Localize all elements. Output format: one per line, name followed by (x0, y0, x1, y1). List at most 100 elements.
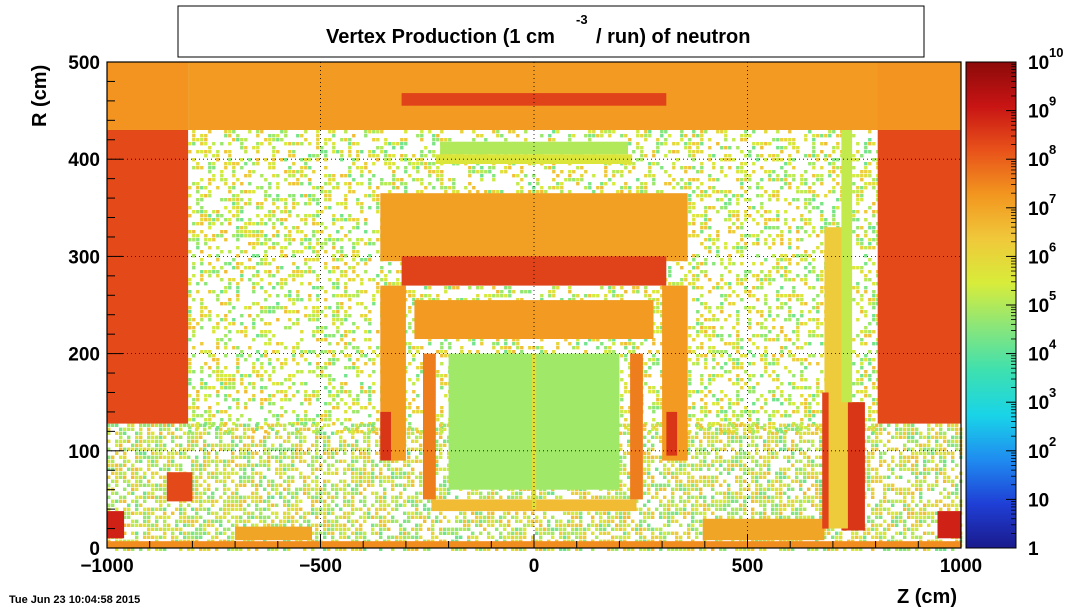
speckle-cell (752, 262, 756, 266)
speckle-cell (188, 194, 192, 198)
speckle-cell (828, 134, 832, 138)
speckle-cell (868, 362, 872, 366)
speckle-cell (376, 210, 380, 214)
speckle-cell (740, 238, 744, 242)
speckle-cell (256, 254, 260, 258)
speckle-cell (376, 146, 380, 150)
speckle-cell (216, 270, 220, 274)
speckle-cell (240, 230, 244, 234)
speckle-cell (376, 418, 380, 422)
speckle-cell (692, 350, 696, 354)
speckle-cell (800, 254, 804, 258)
speckle-cell (280, 278, 284, 282)
speckle-cell (596, 186, 600, 190)
speckle-cell (552, 350, 556, 354)
speckle-cell (772, 410, 776, 414)
speckle-cell (828, 130, 832, 134)
speckle-cell (788, 394, 792, 398)
speckle-cell (496, 342, 500, 346)
speckle-cell (288, 242, 292, 246)
speckle-cell (708, 158, 712, 162)
speckle-cell (236, 266, 240, 270)
speckle-cell (228, 250, 232, 254)
speckle-cell (604, 294, 608, 298)
speckle-cell (412, 358, 416, 362)
speckle-cell (736, 166, 740, 170)
speckle-cell (816, 178, 820, 182)
speckle-cell (804, 278, 808, 282)
speckle-cell (696, 214, 700, 218)
speckle-cell (736, 282, 740, 286)
speckle-cell (756, 186, 760, 190)
speckle-cell (428, 294, 432, 298)
speckle-cell (756, 254, 760, 258)
speckle-cell (328, 394, 332, 398)
speckle-cell (212, 358, 216, 362)
speckle-cell (404, 190, 408, 194)
speckle-cell (468, 350, 472, 354)
speckle-cell (704, 206, 708, 210)
speckle-cell (644, 294, 648, 298)
speckle-cell (256, 142, 260, 146)
speckle-cell (872, 210, 876, 214)
speckle-cell (804, 266, 808, 270)
speckle-cell (232, 398, 236, 402)
speckle-cell (220, 290, 224, 294)
speckle-cell (724, 370, 728, 374)
speckle-cell (728, 258, 732, 262)
speckle-cell (864, 334, 868, 338)
speckle-cell (292, 350, 296, 354)
speckle-cell (232, 194, 236, 198)
speckle-cell (280, 266, 284, 270)
speckle-cell (776, 258, 780, 262)
speckle-cell (704, 358, 708, 362)
speckle-cell (716, 142, 720, 146)
speckle-cell (672, 142, 676, 146)
speckle-cell (376, 282, 380, 286)
speckle-cell (816, 206, 820, 210)
speckle-cell (348, 238, 352, 242)
speckle-cell (872, 330, 876, 334)
speckle-cell (352, 278, 356, 282)
title-box: Vertex Production (1 cm -3 / run) of neu… (177, 5, 925, 58)
speckle-cell (788, 246, 792, 250)
speckle-cell (700, 302, 704, 306)
speckle-cell (692, 190, 696, 194)
speckle-cell (860, 178, 864, 182)
speckle-cell (624, 342, 628, 346)
speckle-cell (200, 138, 204, 142)
speckle-cell (724, 146, 728, 150)
speckle-cell (304, 414, 308, 418)
speckle-cell (860, 362, 864, 366)
speckle-cell (664, 130, 668, 134)
speckle-cell (280, 222, 284, 226)
speckle-cell (248, 190, 252, 194)
speckle-cell (680, 186, 684, 190)
speckle-cell (220, 230, 224, 234)
speckle-cell (268, 398, 272, 402)
speckle-cell (768, 154, 772, 158)
speckle-cell (864, 146, 868, 150)
speckle-cell (332, 130, 336, 134)
speckle-cell (504, 342, 508, 346)
speckle-cell (800, 386, 804, 390)
speckle-cell (864, 218, 868, 222)
speckle-cell (704, 402, 708, 406)
speckle-cell (276, 306, 280, 310)
speckle-cell (832, 130, 836, 134)
speckle-cell (328, 138, 332, 142)
speckle-cell (532, 346, 536, 350)
speckle-cell (300, 274, 304, 278)
speckle-cell (336, 358, 340, 362)
speckle-cell (236, 226, 240, 230)
speckle-cell (256, 162, 260, 166)
speckle-cell (704, 354, 708, 358)
speckle-cell (740, 162, 744, 166)
speckle-cell (304, 306, 308, 310)
speckle-cell (708, 374, 712, 378)
speckle-cell (800, 346, 804, 350)
speckle-cell (276, 266, 280, 270)
speckle-cell (308, 158, 312, 162)
speckle-cell (232, 382, 236, 386)
speckle-cell (420, 178, 424, 182)
